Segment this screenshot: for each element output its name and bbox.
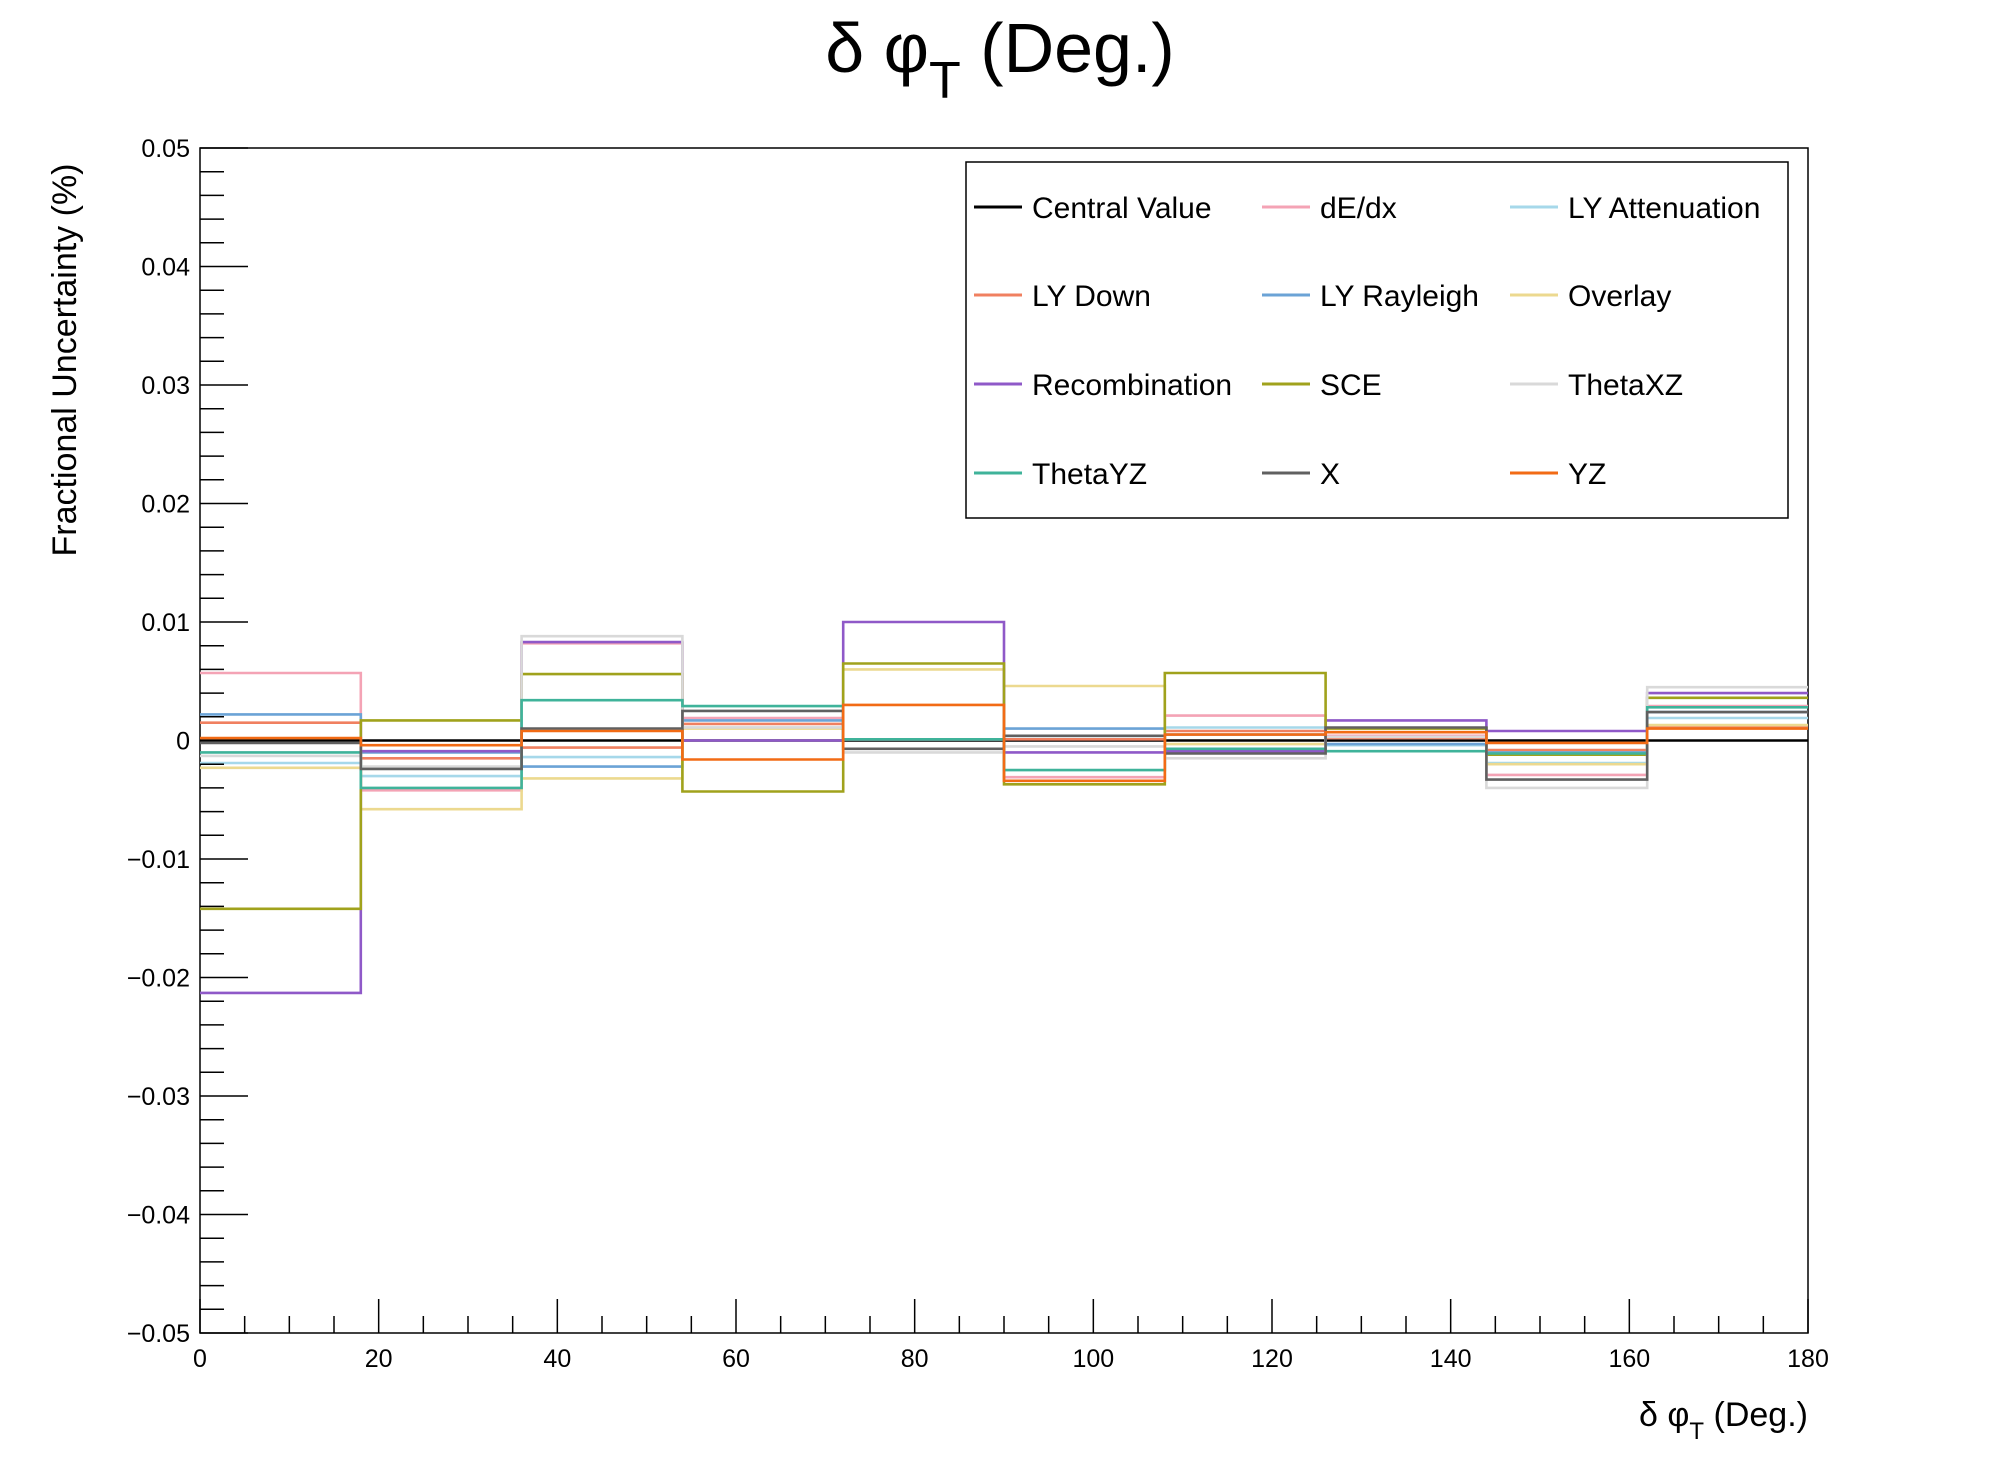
x-axis-label: δ φT (Deg.) <box>1639 1396 1808 1445</box>
y-axis-label: Fractional Uncertainty (%) <box>46 163 84 556</box>
y-tick-label: −0.01 <box>127 846 190 874</box>
x-axis-label-main: δ φ <box>1639 1396 1689 1434</box>
legend-label: YZ <box>1568 458 1606 491</box>
legend-label: ThetaYZ <box>1032 458 1147 491</box>
y-tick-label: 0.03 <box>141 372 190 400</box>
legend-box <box>965 161 1789 519</box>
x-tick-label: 180 <box>1787 1345 1829 1373</box>
y-tick-label: 0.02 <box>141 491 190 519</box>
series-line-yz <box>200 703 1808 783</box>
legend-label: ThetaXZ <box>1568 369 1683 402</box>
y-tick-label: 0.04 <box>141 254 190 282</box>
y-tick-label: −0.04 <box>127 1202 190 1230</box>
chart-title: δ φT (Deg.) <box>825 9 1175 110</box>
x-tick-label: 80 <box>901 1345 929 1373</box>
axis-layer: 0 20 40 60 80 100 120 140 160 180 −0.05 −0.04 −0.03 −… <box>127 135 1829 1373</box>
x-tick-label: 20 <box>365 1345 393 1373</box>
legend-label: Central Value <box>1032 192 1212 225</box>
legend-label: LY Attenuation <box>1568 192 1760 225</box>
chart-title-sub: T <box>929 52 961 110</box>
chart-title-main: δ φ <box>825 9 929 87</box>
y-tick-label: 0.01 <box>141 609 190 637</box>
legend-label: X <box>1320 458 1340 491</box>
x-tick-label: 140 <box>1430 1345 1472 1373</box>
y-tick-label: −0.03 <box>127 1083 190 1111</box>
x-tick-label: 40 <box>543 1345 571 1373</box>
series-layer <box>200 620 1808 995</box>
y-tick-label: −0.02 <box>127 965 190 993</box>
x-tick-label: 160 <box>1608 1345 1650 1373</box>
legend-label: Overlay <box>1568 280 1671 313</box>
x-tick-label: 120 <box>1251 1345 1293 1373</box>
chart-title-suffix: (Deg.) <box>961 9 1175 87</box>
x-tick-label: 0 <box>193 1345 207 1373</box>
x-axis-label-sub: T <box>1689 1418 1704 1445</box>
x-tick-label: 100 <box>1072 1345 1114 1373</box>
legend-label: LY Rayleigh <box>1320 280 1479 313</box>
y-tick-label: −0.05 <box>127 1320 190 1348</box>
legend-label: SCE <box>1320 369 1382 402</box>
legend-label: dE/dx <box>1320 192 1397 225</box>
legend-label: Recombination <box>1032 369 1232 402</box>
legend: Central Value dE/dx LY Attenuation LY Down L… <box>965 161 1789 519</box>
x-tick-label: 60 <box>722 1345 750 1373</box>
legend-label: LY Down <box>1032 280 1151 313</box>
x-axis-label-suffix: (Deg.) <box>1704 1396 1808 1434</box>
y-tick-label: 0 <box>176 728 190 756</box>
y-tick-label: 0.05 <box>141 135 190 163</box>
